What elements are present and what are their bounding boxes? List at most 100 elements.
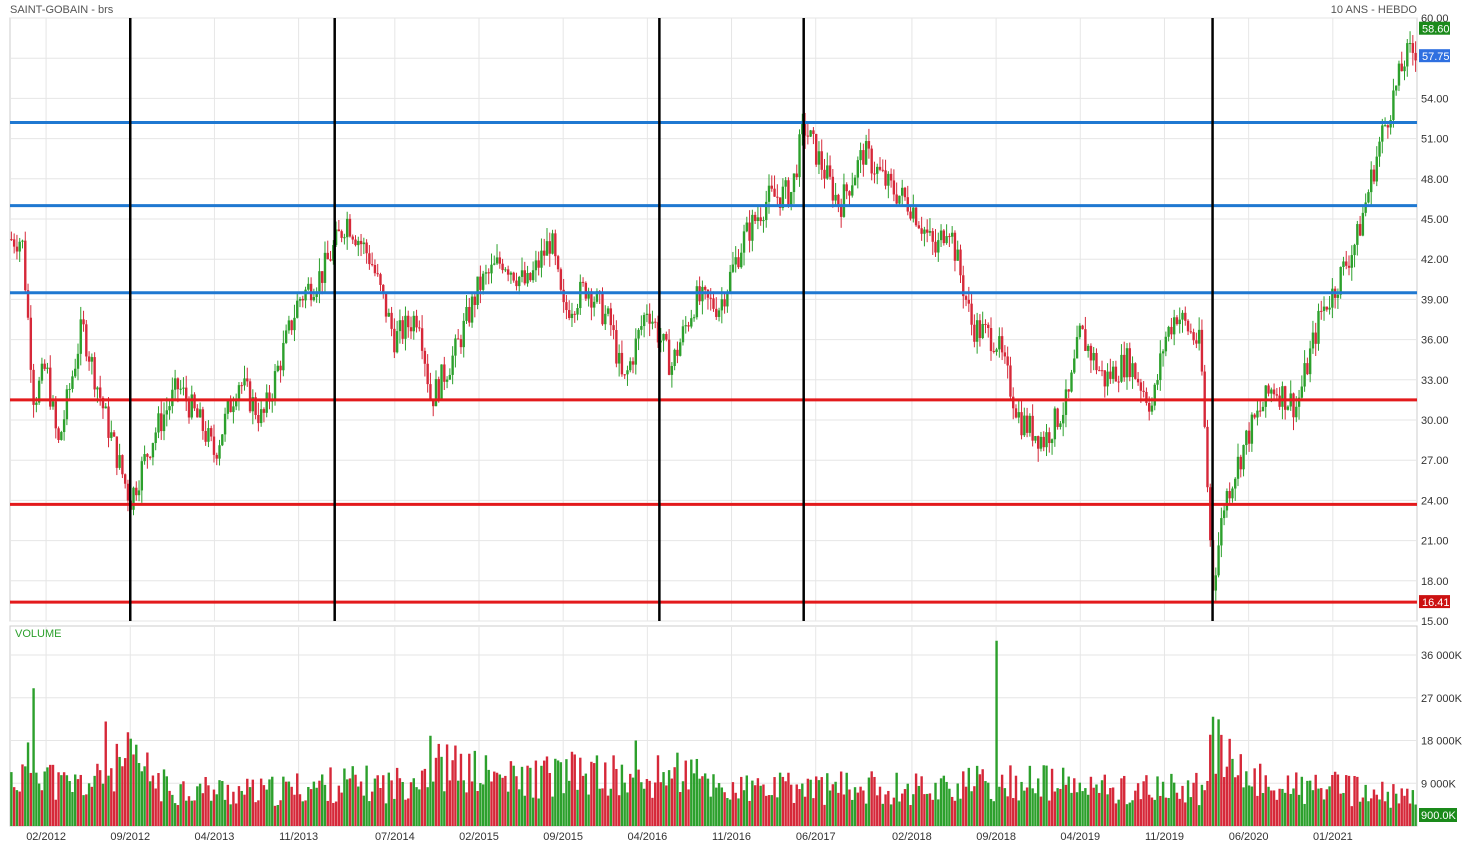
candle-body (368, 253, 371, 265)
candle-body (837, 194, 840, 207)
volume-bar (282, 776, 285, 826)
candle-body (262, 409, 266, 413)
volume-bar (176, 805, 180, 826)
volume-bar (357, 786, 360, 826)
candle-body (476, 276, 479, 305)
volume-bar (715, 787, 718, 826)
candle-body (529, 273, 532, 281)
volume-bar (196, 786, 199, 826)
volume-bar (384, 803, 388, 826)
volume-bar (776, 797, 779, 826)
candle-body (717, 310, 721, 317)
volume-bar (479, 783, 482, 826)
volume-bar (1272, 790, 1276, 826)
candle-body (989, 328, 993, 352)
candle-body (964, 296, 968, 300)
candle-body (1114, 366, 1118, 382)
x-tick-label: 11/2016 (712, 831, 751, 843)
volume-bar (1308, 780, 1312, 826)
candle-body (1342, 261, 1345, 267)
candle-body (1053, 408, 1057, 440)
volume-bar (87, 783, 91, 826)
candle-body (382, 284, 385, 294)
volume-bar (504, 775, 507, 826)
candle-body (1225, 491, 1229, 511)
candle-body (418, 327, 421, 329)
volume-bar (126, 732, 130, 826)
volume-bar (376, 775, 379, 826)
candle-body (515, 280, 518, 287)
candle-body (115, 436, 119, 468)
candle-body (185, 387, 188, 402)
volume-bar (1034, 793, 1037, 826)
volume-bar (1267, 786, 1270, 826)
candle-body (1034, 436, 1037, 441)
x-tick-label: 04/2013 (195, 831, 235, 843)
x-tick-label: 06/2017 (796, 831, 836, 843)
candle-body (778, 197, 782, 208)
candle-body (420, 328, 424, 351)
volume-bar (787, 772, 790, 826)
candle-body (284, 330, 288, 343)
candle-body (154, 432, 157, 444)
candle-body (1275, 394, 1279, 396)
volume-bar (1306, 780, 1309, 826)
candle-body (1325, 306, 1329, 310)
candle-body (1195, 340, 1198, 344)
volume-bar (1300, 776, 1304, 826)
volume-bar (1003, 788, 1007, 826)
candle-body (279, 365, 282, 371)
volume-bar (276, 804, 280, 826)
volume-bar (540, 765, 543, 826)
volume-bar (1184, 802, 1187, 826)
candle-body (1014, 408, 1018, 418)
volume-bar (301, 801, 304, 826)
volume-bar (723, 792, 726, 826)
volume-bar (1192, 782, 1195, 826)
volume-bar (154, 788, 157, 826)
candle-body (121, 455, 124, 475)
candle-body (493, 263, 496, 265)
candle-body (540, 250, 543, 268)
candle-body (1045, 432, 1048, 448)
candle-body (171, 389, 174, 407)
volume-bar (329, 767, 332, 826)
candle-body (96, 387, 99, 390)
candle-body (1064, 389, 1068, 415)
candle-body (398, 320, 402, 332)
candle-body (1178, 319, 1181, 325)
volume-bar (296, 773, 299, 826)
candle-body (282, 342, 285, 371)
volume-bar (1242, 787, 1245, 826)
candle-body (240, 385, 243, 387)
candle-body (345, 218, 349, 238)
candle-body (1150, 405, 1154, 412)
candle-body (909, 211, 912, 219)
volume-bar (995, 640, 998, 826)
candle-body (1147, 402, 1151, 412)
volume-bar (1089, 776, 1093, 826)
volume-bar (731, 782, 735, 826)
candle-body (876, 166, 879, 174)
candle-body (1145, 391, 1148, 403)
volume-bar (1339, 793, 1342, 826)
candle-body (179, 388, 182, 390)
volume-bar (121, 766, 124, 826)
candle-body (126, 483, 130, 501)
volume-bar (881, 803, 884, 826)
volume-bar (526, 765, 529, 826)
candle-body (770, 185, 773, 189)
volume-bar (345, 779, 349, 826)
volume-bar (423, 768, 427, 826)
candle-body (1056, 408, 1059, 427)
candle-body (357, 240, 360, 246)
candle-body (570, 313, 574, 319)
candle-body (462, 320, 465, 348)
volume-bar (323, 784, 327, 826)
candle-body (587, 291, 590, 299)
candle-body (26, 290, 30, 318)
candle-body (1222, 510, 1226, 519)
candle-body (615, 330, 618, 364)
volume-bar (390, 780, 393, 826)
volume-bar (46, 767, 49, 826)
